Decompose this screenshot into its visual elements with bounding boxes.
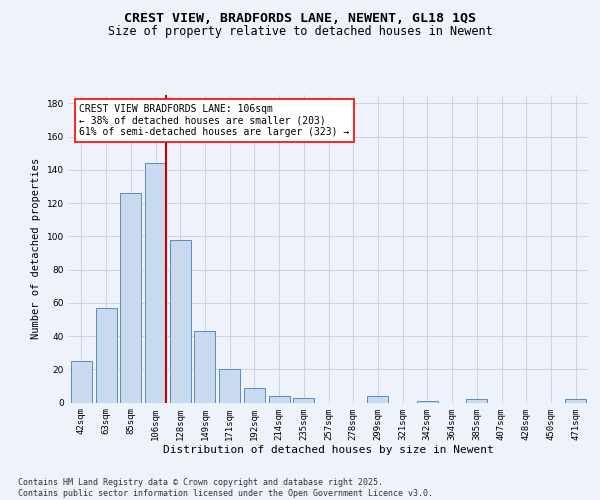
Bar xyxy=(194,331,215,402)
Text: CREST VIEW BRADFORDS LANE: 106sqm
← 38% of detached houses are smaller (203)
61%: CREST VIEW BRADFORDS LANE: 106sqm ← 38% … xyxy=(79,104,350,138)
Text: CREST VIEW, BRADFORDS LANE, NEWENT, GL18 1QS: CREST VIEW, BRADFORDS LANE, NEWENT, GL18… xyxy=(124,12,476,26)
Bar xyxy=(170,240,191,402)
Bar xyxy=(293,398,314,402)
Bar xyxy=(95,308,116,402)
X-axis label: Distribution of detached houses by size in Newent: Distribution of detached houses by size … xyxy=(163,445,494,455)
Bar xyxy=(145,163,166,402)
Bar xyxy=(219,370,240,402)
Bar xyxy=(466,399,487,402)
Bar xyxy=(120,193,141,402)
Bar xyxy=(367,396,388,402)
Bar xyxy=(71,361,92,403)
Bar xyxy=(417,401,438,402)
Text: Size of property relative to detached houses in Newent: Size of property relative to detached ho… xyxy=(107,25,493,38)
Bar xyxy=(269,396,290,402)
Y-axis label: Number of detached properties: Number of detached properties xyxy=(31,158,41,340)
Bar xyxy=(244,388,265,402)
Bar xyxy=(565,399,586,402)
Text: Contains HM Land Registry data © Crown copyright and database right 2025.
Contai: Contains HM Land Registry data © Crown c… xyxy=(18,478,433,498)
